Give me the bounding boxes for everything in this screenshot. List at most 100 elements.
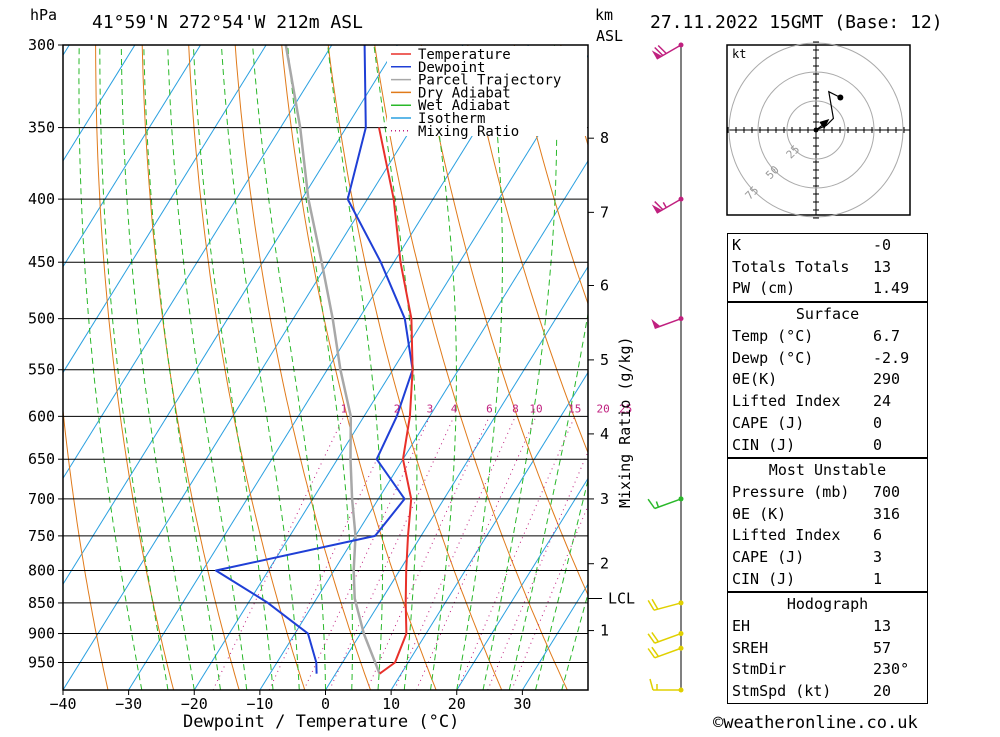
mixing-ratio-line xyxy=(457,416,576,690)
asl-unit-label: ASL xyxy=(596,27,623,45)
table-row: θE (K) 316 xyxy=(728,503,927,524)
table-row-label: PW (cm) xyxy=(732,279,796,298)
table-row: SREH 57 xyxy=(728,637,927,658)
table-row: Temp (°C) 6.7 xyxy=(728,325,927,346)
dry-adiabat-line xyxy=(467,45,588,454)
table-section-title: Surface xyxy=(728,303,927,324)
credit-footer[interactable]: ©weatheronline.co.uk xyxy=(713,713,918,733)
hodograph-unit-label: kt xyxy=(732,47,746,61)
table-row-label: θE (K) xyxy=(732,504,787,523)
wind-barb xyxy=(651,196,684,214)
wind-barb-shaft xyxy=(653,602,682,611)
km-unit-label: km xyxy=(595,6,613,24)
mixing-ratio-label: 8 xyxy=(512,402,519,415)
mixing-ratio-label: 3 xyxy=(427,402,434,415)
km-tick-label: 5 xyxy=(600,351,609,369)
isotherm-line xyxy=(390,371,588,690)
legend-label: Parcel Trajectory xyxy=(418,73,561,89)
km-tick-label: 1 xyxy=(600,622,609,640)
isotherm-line xyxy=(456,477,588,690)
pressure-tick-label: 650 xyxy=(28,450,55,468)
pressure-tick-label: 750 xyxy=(28,527,55,545)
hodograph-ring xyxy=(786,100,846,160)
pressure-tick-label: 500 xyxy=(28,310,55,328)
x-tick-label: 20 xyxy=(448,695,466,713)
isotherm-line xyxy=(63,45,333,480)
table-row: Pressure (mb) 700 xyxy=(728,481,927,502)
wind-barb-flag xyxy=(651,50,662,59)
isotherm-line xyxy=(325,265,588,690)
hodograph-ring xyxy=(757,71,875,189)
storm-motion-arrowhead xyxy=(819,119,830,130)
pressure-tick-label: 550 xyxy=(28,361,55,379)
legend-label: Dry Adiabat xyxy=(418,85,511,101)
x-axis-label: Dewpoint / Temperature (°C) xyxy=(183,712,459,732)
table-row-label: CIN (J) xyxy=(732,569,796,588)
index-table-top: K -0 Totals Totals 13 PW (cm) 1.49 xyxy=(727,233,928,302)
mixing-ratio-line xyxy=(303,416,431,690)
pressure-tick-label: 300 xyxy=(28,36,55,54)
wind-barb xyxy=(647,496,684,510)
table-row: CIN (J) 1 xyxy=(728,568,927,589)
wind-barb-flag xyxy=(651,204,662,214)
pressure-tick-label: 950 xyxy=(28,654,55,672)
wind-barb-shaft xyxy=(654,647,682,659)
mixing-ratio-label: 25 xyxy=(619,402,632,415)
mixing-ratio-label: 10 xyxy=(529,402,542,415)
x-tick-label: −10 xyxy=(246,695,273,713)
isotherm-line xyxy=(63,45,136,162)
table-row-label: CAPE (J) xyxy=(732,413,805,432)
table-row-value: 13 xyxy=(873,257,892,276)
pressure-tick-label: 400 xyxy=(28,190,55,208)
dewpoint-line xyxy=(214,45,414,674)
index-table-most-unstable: Most Unstable Pressure (mb) 700 θE (K) 316 Li… xyxy=(727,458,928,592)
km-tick-label: 8 xyxy=(600,129,609,147)
wind-barb-shaft xyxy=(654,498,682,510)
km-tick-label: 4 xyxy=(600,425,609,443)
dry-adiabat-line xyxy=(933,45,1000,690)
mixing-ratio-label: 20 xyxy=(597,402,610,415)
wind-barb-full xyxy=(651,646,660,657)
table-row: EH 13 xyxy=(728,615,927,636)
legend-label: Mixing Ratio xyxy=(418,124,519,140)
km-tick-label: 3 xyxy=(600,490,609,508)
table-row-label: SREH xyxy=(732,638,769,657)
index-table-hodograph: Hodograph EH 13 SREH 57 StmDir 230° StmSpd (kt)… xyxy=(727,592,928,704)
table-row-value: 230° xyxy=(873,660,910,679)
legend-label: Wet Adiabat xyxy=(418,98,511,114)
table-row: CAPE (J) 3 xyxy=(728,546,927,567)
isotherm-line xyxy=(63,45,464,690)
table-row: PW (cm) 1.49 xyxy=(728,277,927,298)
wind-barb-shaft xyxy=(656,198,682,214)
table-row-value: 700 xyxy=(873,483,901,501)
lcl-label: LCL xyxy=(608,590,635,608)
table-row-value: 6 xyxy=(873,526,883,545)
table-row-value: 20 xyxy=(873,682,892,701)
x-tick-label: 0 xyxy=(321,695,330,713)
isotherm-line xyxy=(63,45,398,586)
wind-barb-full xyxy=(651,632,660,643)
table-section-title: Hodograph xyxy=(728,593,927,614)
table-row-label: StmDir xyxy=(732,660,787,679)
wind-barb-full xyxy=(654,201,664,211)
x-tick-label: 30 xyxy=(513,695,531,713)
km-tick-label: 6 xyxy=(600,277,609,295)
wind-barb xyxy=(647,645,684,659)
km-tick-label: 2 xyxy=(600,555,609,573)
pressure-tick-label: 600 xyxy=(28,407,55,425)
table-row-value: 13 xyxy=(873,617,892,635)
table-row-value: 1 xyxy=(873,569,883,588)
isotherm-line xyxy=(0,45,4,690)
table-row-label: CAPE (J) xyxy=(732,548,805,567)
dry-adiabat-line xyxy=(979,45,1000,690)
wind-barb-full xyxy=(654,46,664,57)
hodograph-end-dot xyxy=(837,94,844,101)
mixing-ratio-label: 4 xyxy=(451,402,458,415)
mixing-ratio-label: 2 xyxy=(394,402,401,415)
x-tick-label: −40 xyxy=(49,695,76,713)
mixing-ratio-line xyxy=(268,416,398,690)
table-row-value: 0 xyxy=(873,413,883,432)
table-row-label: EH xyxy=(732,617,751,635)
